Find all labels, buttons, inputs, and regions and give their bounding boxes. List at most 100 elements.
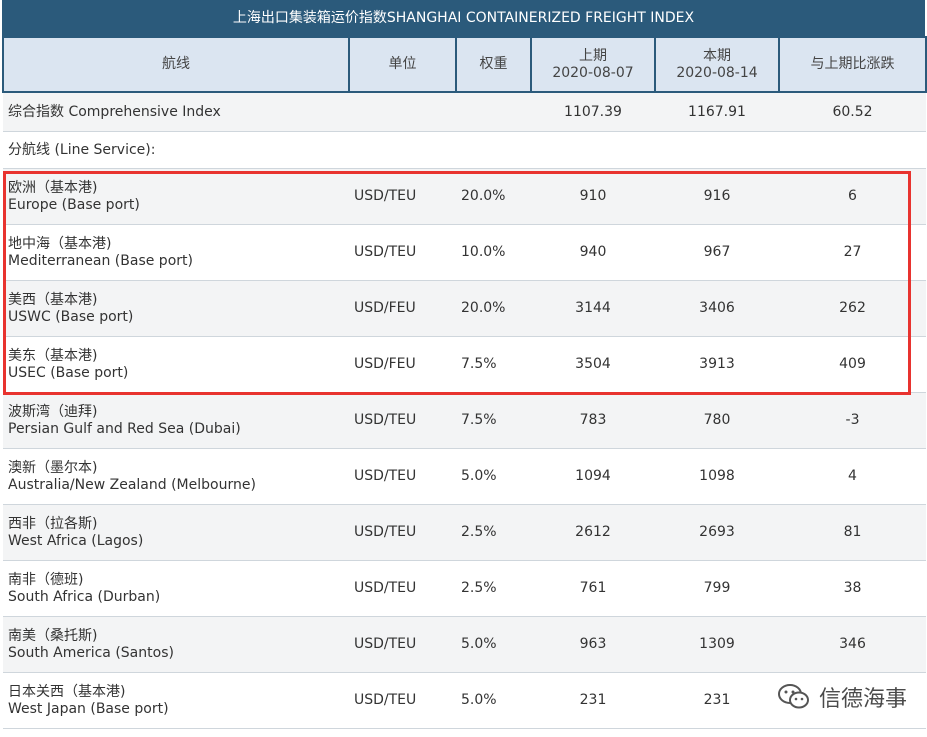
route-row: 日本关西（基本港) West Japan (Base port) USD/TEU 5.… xyxy=(3,672,926,729)
route-weight: 7.5% xyxy=(456,392,531,449)
comprehensive-prev: 1107.39 xyxy=(531,92,655,132)
route-curr: 2693 xyxy=(655,504,779,561)
header-prev-label: 上期 xyxy=(579,47,607,64)
comprehensive-weight xyxy=(456,92,531,132)
route-unit: USD/FEU xyxy=(349,336,456,393)
route-prev: 3144 xyxy=(531,280,655,337)
route-name: 美西（基本港) USWC (Base port) xyxy=(3,280,349,337)
route-name-en: South Africa (Durban) xyxy=(8,588,161,605)
route-weight: 2.5% xyxy=(456,504,531,561)
route-name-en: West Africa (Lagos) xyxy=(8,532,144,549)
header-weight: 权重 xyxy=(455,36,532,93)
route-name: 南美（桑托斯) South America (Santos) xyxy=(3,616,349,673)
route-name-en: Europe (Base port) xyxy=(8,196,140,213)
route-name: 波斯湾（迪拜) Persian Gulf and Red Sea (Dubai) xyxy=(3,392,349,449)
route-unit: USD/TEU xyxy=(349,560,456,617)
route-row: 美西（基本港) USWC (Base port) USD/FEU 20.0% 3144 3… xyxy=(3,280,926,337)
route-prev: 910 xyxy=(531,168,655,225)
route-name-cn: 波斯湾（迪拜) xyxy=(8,403,98,420)
route-weight: 5.0% xyxy=(456,672,531,729)
route-change: 27 xyxy=(779,224,926,281)
header-current-period: 本期 2020-08-14 xyxy=(654,36,780,93)
wechat-icon xyxy=(777,684,809,709)
route-name: 美东（基本港) USEC (Base port) xyxy=(3,336,349,393)
route-name-en: Australia/New Zealand (Melbourne) xyxy=(8,476,256,493)
watermark: 信德海事 xyxy=(777,680,907,714)
route-curr: 916 xyxy=(655,168,779,225)
route-unit: USD/TEU xyxy=(349,392,456,449)
route-name-en: Mediterranean (Base port) xyxy=(8,252,193,269)
header-prev-date: 2020-08-07 xyxy=(552,64,634,81)
route-name-en: Persian Gulf and Red Sea (Dubai) xyxy=(8,420,241,437)
route-row: 澳新（墨尔本) Australia/New Zealand (Melbourne)… xyxy=(3,448,926,505)
route-name-cn: 日本关西（基本港) xyxy=(8,683,126,700)
route-unit: USD/TEU xyxy=(349,224,456,281)
route-change: 409 xyxy=(779,336,926,393)
route-row: 波斯湾（迪拜) Persian Gulf and Red Sea (Dubai) U… xyxy=(3,392,926,449)
route-weight: 5.0% xyxy=(456,616,531,673)
route-change: 6 xyxy=(779,168,926,225)
route-change: 38 xyxy=(779,560,926,617)
route-row: 地中海（基本港) Mediterranean (Base port) USD/TEU… xyxy=(3,224,926,281)
route-row: 南非（德班) South Africa (Durban) USD/TEU 2.5% 76… xyxy=(3,560,926,617)
route-unit: USD/TEU xyxy=(349,672,456,729)
route-weight: 20.0% xyxy=(456,168,531,225)
route-change: 346 xyxy=(779,616,926,673)
route-curr: 1309 xyxy=(655,616,779,673)
route-row: 美东（基本港) USEC (Base port) USD/FEU 7.5% 3504 39… xyxy=(3,336,926,393)
route-curr: 3406 xyxy=(655,280,779,337)
route-curr: 967 xyxy=(655,224,779,281)
route-curr: 3913 xyxy=(655,336,779,393)
route-weight: 10.0% xyxy=(456,224,531,281)
route-name-cn: 南美（桑托斯) xyxy=(8,627,98,644)
header-change: 与上期比涨跌 xyxy=(778,36,927,93)
route-name-en: USWC (Base port) xyxy=(8,308,134,325)
route-weight: 5.0% xyxy=(456,448,531,505)
route-weight: 20.0% xyxy=(456,280,531,337)
route-name: 西非（拉各斯) West Africa (Lagos) xyxy=(3,504,349,561)
route-name: 澳新（墨尔本) Australia/New Zealand (Melbourne) xyxy=(3,448,349,505)
route-name: 地中海（基本港) Mediterranean (Base port) xyxy=(3,224,349,281)
route-name-cn: 美西（基本港) xyxy=(8,291,98,308)
route-curr: 799 xyxy=(655,560,779,617)
route-row: 欧洲（基本港) Europe (Base port) USD/TEU 20.0% 910… xyxy=(3,168,926,225)
comprehensive-change: 60.52 xyxy=(779,92,926,132)
route-prev: 761 xyxy=(531,560,655,617)
route-name: 日本关西（基本港) West Japan (Base port) xyxy=(3,672,349,729)
route-name: 南非（德班) South Africa (Durban) xyxy=(3,560,349,617)
header-unit: 单位 xyxy=(348,36,457,93)
route-prev: 3504 xyxy=(531,336,655,393)
route-unit: USD/TEU xyxy=(349,504,456,561)
route-change: 262 xyxy=(779,280,926,337)
header-row: 航线 单位 权重 上期 2020-08-07 本期 2020-08-14 与上期… xyxy=(2,36,927,93)
header-curr-label: 本期 xyxy=(703,47,731,64)
route-curr: 231 xyxy=(655,672,779,729)
route-weight: 2.5% xyxy=(456,560,531,617)
comprehensive-row: 综合指数 Comprehensive Index 1107.39 1167.91… xyxy=(3,92,926,132)
route-prev: 231 xyxy=(531,672,655,729)
header-route: 航线 xyxy=(2,36,350,93)
header-previous-period: 上期 2020-08-07 xyxy=(530,36,656,93)
route-prev: 963 xyxy=(531,616,655,673)
route-prev: 2612 xyxy=(531,504,655,561)
route-prev: 1094 xyxy=(531,448,655,505)
freight-index-table: 航线 单位 权重 上期 2020-08-07 本期 2020-08-14 与上期… xyxy=(2,36,927,729)
route-curr: 1098 xyxy=(655,448,779,505)
route-name-en: South America (Santos) xyxy=(8,644,174,661)
comprehensive-unit xyxy=(349,92,456,132)
route-change: 81 xyxy=(779,504,926,561)
route-row: 南美（桑托斯) South America (Santos) USD/TEU 5.0%… xyxy=(3,616,926,673)
route-change: -3 xyxy=(779,392,926,449)
route-unit: USD/TEU xyxy=(349,616,456,673)
comprehensive-label: 综合指数 Comprehensive Index xyxy=(3,92,349,132)
index-title: 上海出口集装箱运价指数SHANGHAI CONTAINERIZED FREIGH… xyxy=(2,0,925,36)
route-name-cn: 澳新（墨尔本) xyxy=(8,459,98,476)
watermark-text: 信德海事 xyxy=(818,687,907,712)
line-service-row: 分航线 (Line Service): xyxy=(3,131,926,169)
route-unit: USD/TEU xyxy=(349,168,456,225)
route-weight: 7.5% xyxy=(456,336,531,393)
route-prev: 783 xyxy=(531,392,655,449)
route-name-cn: 南非（德班) xyxy=(8,571,84,588)
route-row: 西非（拉各斯) West Africa (Lagos) USD/TEU 2.5% 261… xyxy=(3,504,926,561)
